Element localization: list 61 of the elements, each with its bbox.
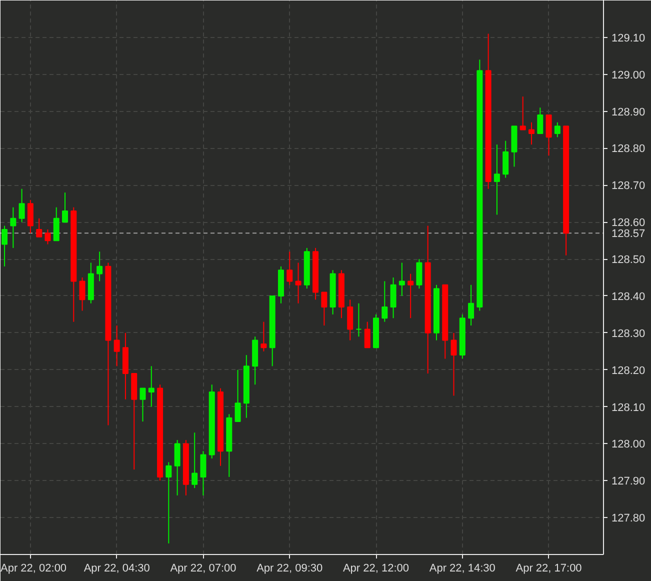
candlestick xyxy=(546,114,552,156)
y-tick-label: 129.10 xyxy=(612,32,646,44)
y-tick-label: 128.70 xyxy=(612,180,646,192)
candlestick xyxy=(364,321,370,348)
x-tick-label: Apr 22, 02:00 xyxy=(0,562,67,574)
candlestick xyxy=(520,96,526,130)
candlestick xyxy=(10,206,16,248)
candlestick xyxy=(382,280,388,322)
candlestick xyxy=(200,450,206,496)
candlestick xyxy=(468,284,474,326)
candlestick xyxy=(554,122,560,138)
y-tick-label: 128.50 xyxy=(612,254,646,266)
candlestick xyxy=(537,107,544,134)
candlestick xyxy=(416,258,422,290)
y-tick-label: 129.00 xyxy=(612,69,646,82)
y-tick-label: 127.90 xyxy=(612,476,646,488)
x-tick-label: Apr 22, 12:00 xyxy=(342,562,410,574)
candlestick xyxy=(286,251,293,286)
candlestick xyxy=(192,432,198,489)
y-tick-label: 128.80 xyxy=(612,143,646,156)
candlestick xyxy=(321,292,328,326)
x-tick-label: Apr 22, 04:30 xyxy=(84,562,150,574)
candlestick xyxy=(27,199,34,234)
y-tick-label: 128.90 xyxy=(612,106,646,118)
candlestick xyxy=(44,228,51,245)
candlestick xyxy=(528,122,535,146)
candlestick xyxy=(398,262,405,296)
candlestick xyxy=(148,366,154,408)
candlestick xyxy=(114,325,120,367)
y-tick-label: 128.60 xyxy=(612,217,646,230)
candlestick xyxy=(408,273,414,319)
candlestick xyxy=(2,225,8,267)
y-tick-label: 128.00 xyxy=(612,438,646,451)
x-tick-label: Apr 22, 09:30 xyxy=(256,562,323,574)
candlestick xyxy=(502,140,509,178)
candlestick xyxy=(53,206,60,242)
x-tick-label: Apr 22, 07:00 xyxy=(170,562,236,574)
candlestick xyxy=(36,218,42,238)
x-tick-label: Apr 22, 14:30 xyxy=(429,562,496,574)
candlestick xyxy=(234,369,241,422)
y-tick-label: 128.20 xyxy=(612,364,646,377)
candlestick xyxy=(166,462,172,544)
candlestick xyxy=(450,332,457,396)
candlestick xyxy=(295,262,302,304)
candlestick xyxy=(140,388,146,422)
y-tick-label: 128.40 xyxy=(612,290,646,303)
ref-line-label: 128.57 xyxy=(612,228,646,240)
candlestick xyxy=(494,144,500,216)
candlestick xyxy=(18,188,25,223)
y-tick-label: 127.80 xyxy=(612,512,646,525)
candlestick xyxy=(390,277,396,319)
candlestick xyxy=(347,299,354,341)
candlestick xyxy=(174,440,180,496)
y-tick-label: 128.10 xyxy=(612,402,646,414)
candlestick xyxy=(79,277,86,312)
y-tick-label: 128.30 xyxy=(612,328,646,340)
candlestick xyxy=(260,321,267,352)
candlestick xyxy=(356,302,362,338)
candlestick xyxy=(62,192,68,223)
candlestick xyxy=(96,251,103,282)
x-tick-label: Apr 22, 17:00 xyxy=(516,562,582,574)
